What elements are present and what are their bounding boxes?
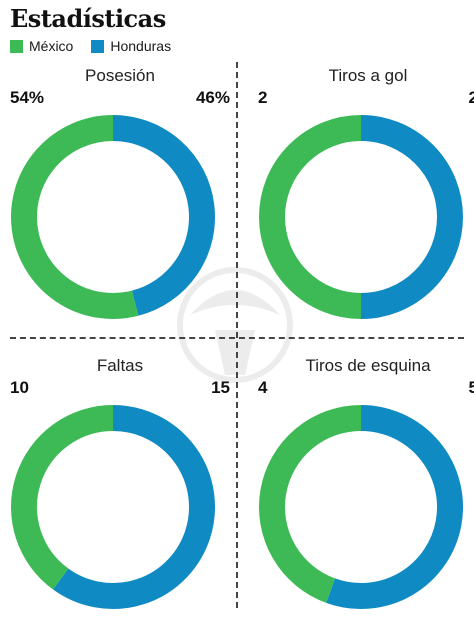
legend-item-honduras: Honduras — [91, 38, 171, 54]
legend-swatch-mexico — [10, 39, 23, 53]
panel-faltas: Faltas 10 15 — [10, 356, 230, 616]
value-honduras: 5 — [468, 378, 474, 397]
value-mexico: 10 — [10, 378, 29, 397]
slice-honduras — [53, 405, 215, 609]
value-mexico: 4 — [258, 378, 268, 397]
donut-chart — [259, 405, 463, 609]
legend-item-mexico: México — [10, 38, 73, 54]
divider-horizontal — [10, 337, 464, 339]
panel-posesion: Posesión 54% 46% — [10, 66, 230, 326]
value-honduras: 2 — [468, 88, 474, 107]
slice-mexico — [259, 405, 362, 603]
slice-honduras — [326, 405, 463, 609]
donut-chart — [11, 405, 215, 609]
slice-honduras — [360, 115, 463, 319]
slice-mexico — [259, 115, 362, 319]
value-honduras: 15 — [211, 378, 230, 397]
page-title: Estadísticas — [10, 4, 166, 33]
legend: México Honduras — [10, 38, 189, 54]
panel-title: Posesión — [85, 66, 155, 85]
value-mexico: 2 — [258, 88, 268, 107]
panel-title: Tiros a gol — [328, 66, 408, 85]
legend-label-honduras: Honduras — [110, 38, 172, 54]
panel-tiros-de-esquina: Tiros de esquina 4 5 — [258, 356, 474, 616]
slice-mexico — [11, 405, 114, 590]
legend-swatch-honduras — [91, 39, 105, 53]
eagle-watermark-icon — [177, 267, 293, 383]
donut-chart — [259, 115, 463, 319]
panel-tiros-a-gol: Tiros a gol 2 2 — [258, 66, 474, 326]
legend-label-mexico: México — [29, 38, 74, 54]
panel-title: Faltas — [96, 356, 144, 375]
donut-chart — [11, 115, 215, 319]
slice-mexico — [11, 115, 139, 319]
divider-vertical — [236, 62, 238, 608]
slice-honduras — [112, 115, 215, 316]
panel-title: Tiros de esquina — [305, 356, 431, 375]
value-honduras: 46% — [195, 88, 230, 107]
value-mexico: 54% — [10, 88, 45, 107]
